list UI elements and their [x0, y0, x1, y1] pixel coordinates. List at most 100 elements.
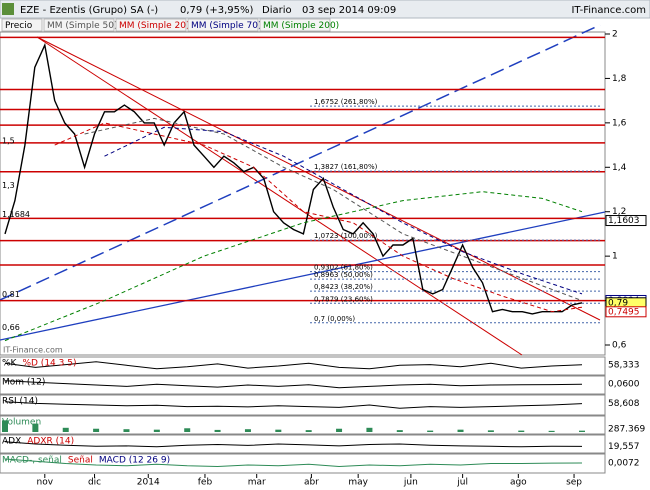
x-tick-label: feb — [198, 478, 213, 488]
volume-bar — [366, 427, 373, 432]
indicator-line — [4, 361, 583, 370]
panel-name: Volumen — [2, 418, 41, 428]
level-label: 1,5 — [2, 137, 15, 146]
indicator-line — [4, 441, 583, 448]
indicator-line — [4, 401, 583, 409]
volume-bar — [305, 430, 312, 432]
panel-last-value: 58,333 — [608, 360, 640, 370]
volume-bar — [93, 428, 100, 432]
series-line — [104, 126, 583, 295]
x-tick-label: jun — [403, 478, 418, 488]
volume-bar — [518, 430, 525, 432]
symbol-title: EZE - Ezentis (Grupo) SA (-) — [20, 5, 158, 16]
y-tick-label: 1,2 — [612, 207, 626, 217]
series-line — [4, 42, 583, 315]
volume-bar — [487, 430, 494, 432]
fib-label: 1,0723 (100,00%) — [314, 232, 378, 240]
volume-bar — [548, 430, 555, 432]
date: 03 sep 2014 09:09 — [302, 5, 396, 16]
price-tag-label: 0,79 — [608, 298, 628, 308]
volume-bar — [62, 427, 69, 432]
series-line — [4, 191, 583, 342]
legend-box — [259, 18, 331, 32]
legend-entry: MM (Simple 70) — [191, 21, 261, 31]
level-label: 0,66 — [2, 323, 20, 332]
volume-bar — [184, 428, 191, 432]
volume-bar — [396, 430, 403, 432]
volume-bar — [275, 429, 282, 432]
y-tick-label: 1,4 — [612, 163, 627, 173]
indicator-line — [4, 380, 583, 389]
volume-bar — [457, 429, 464, 432]
legend-box — [115, 18, 187, 32]
panel-name: MACD-, señal — [2, 456, 62, 466]
legend-box — [187, 18, 259, 32]
series-line — [54, 122, 583, 313]
panel-last-value: 0,0600 — [608, 380, 640, 390]
legend-box — [1, 18, 43, 32]
panel-name: %K — [2, 359, 18, 369]
legend-entry: MM (Simple 200) — [263, 21, 339, 31]
price-tag — [605, 306, 647, 318]
x-tick-label: ago — [510, 478, 527, 488]
fib-label: 0,8423 (38,20%) — [314, 283, 373, 291]
volume-bar — [123, 429, 130, 432]
fib-label: 1,3827 (161,80%) — [314, 163, 378, 171]
price-tag-label: 0,7495 — [608, 307, 640, 317]
fib-label: 0,9302 (61,80%) — [314, 264, 373, 272]
panel-name: ADX — [2, 437, 21, 447]
indicator-line — [4, 458, 583, 468]
fib-label: 0,7 (0,00%) — [314, 315, 355, 323]
volume-bar — [2, 420, 8, 432]
trendline — [0, 24, 601, 301]
volume-bar — [153, 429, 160, 432]
fib-label: 1,6752 (261,80%) — [314, 98, 378, 106]
panel-last-value: 58,608 — [608, 399, 640, 409]
panel-frame — [0, 453, 606, 474]
level-label: 1,1684 — [2, 210, 30, 219]
x-tick-label: dic — [88, 478, 101, 488]
volume-bar — [336, 428, 343, 432]
legend-entry: MM (Simple 20) — [119, 21, 189, 31]
x-tick-label: sep — [566, 478, 582, 488]
x-tick-label: mar — [248, 478, 266, 488]
x-tick-label: 2014 — [137, 478, 160, 488]
panel-frame — [0, 434, 606, 454]
period: Diario — [262, 5, 292, 16]
panel-frame — [0, 356, 606, 376]
y-tick-label: 2 — [612, 30, 618, 40]
price-frame — [0, 31, 606, 356]
last-price: 0,79 (+3,95%) — [180, 5, 253, 16]
legend-entry: Precio — [5, 21, 33, 31]
x-tick-label: nov — [37, 478, 54, 488]
y-tick-label: 1 — [612, 252, 618, 262]
panel-name: %D (14 3 5) — [22, 359, 76, 369]
app-icon[interactable] — [2, 3, 14, 15]
volume-bar — [214, 429, 221, 432]
panel-name: ADXR (14) — [27, 437, 74, 447]
level-label: 0,81 — [2, 290, 20, 299]
trendline — [0, 211, 606, 341]
volume-bar — [427, 430, 434, 432]
y-tick-label: 1,8 — [612, 74, 627, 84]
toolbar — [0, 0, 650, 19]
y-tick-label: 1,6 — [612, 118, 627, 128]
panel-last-value: 0,0072 — [608, 458, 640, 468]
legend-box — [43, 18, 115, 32]
volume-bar — [32, 423, 39, 432]
price-tag-label: 1,1603 — [608, 216, 640, 226]
panel-name: Mom (12) — [2, 378, 45, 388]
volume-bar — [244, 429, 251, 432]
panel-frame — [0, 415, 606, 435]
x-tick-label: abr — [304, 478, 319, 488]
brand: IT-Finance.com — [571, 5, 646, 16]
x-tick-label: jul — [456, 478, 468, 488]
panel-frame — [0, 394, 606, 416]
panel-name: Señal — [68, 456, 93, 466]
watermark: IT-Finance.com — [3, 346, 63, 355]
price-tag — [605, 215, 647, 227]
fib-label: 0,7879 (23,60%) — [314, 295, 373, 303]
fib-label: 0,8963 (50,00%) — [314, 271, 373, 279]
level-label: 1,3 — [2, 181, 15, 190]
